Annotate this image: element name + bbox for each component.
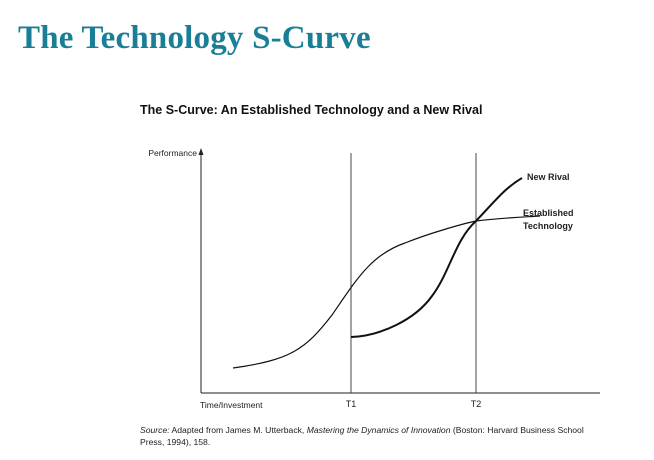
established-technology-label-line1: Established xyxy=(523,208,574,218)
x-axis-label: Time/Investment xyxy=(200,400,263,410)
established-technology-label-line2: Technology xyxy=(523,221,573,231)
source-prefix: Source: xyxy=(140,425,170,435)
t2-label: T2 xyxy=(471,399,482,409)
y-axis-arrow xyxy=(198,148,204,155)
figure-title: The S-Curve: An Established Technology a… xyxy=(140,103,483,117)
source-book-title: Mastering the Dynamics of Innovation xyxy=(306,425,451,435)
t1-label: T1 xyxy=(346,399,357,409)
source-text-after: (Boston: Harvard Business School Press, … xyxy=(140,425,584,447)
source-note: Source: Adapted from James M. Utterback,… xyxy=(140,424,610,448)
established-technology-curve xyxy=(232,215,541,369)
source-text-before: Adapted from James M. Utterback, xyxy=(169,425,307,435)
new-rival-label: New Rival xyxy=(527,172,570,182)
new-rival-curve xyxy=(350,177,523,338)
slide-title: The Technology S-Curve xyxy=(18,20,371,56)
y-axis-label: Performance xyxy=(148,148,197,158)
